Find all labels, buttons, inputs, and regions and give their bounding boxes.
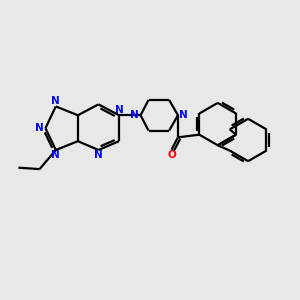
Text: N: N xyxy=(94,150,103,160)
Text: O: O xyxy=(167,150,176,160)
Text: N: N xyxy=(35,123,44,133)
Text: N: N xyxy=(130,110,139,120)
Text: N: N xyxy=(179,110,188,120)
Text: N: N xyxy=(51,96,60,106)
Text: N: N xyxy=(51,150,60,160)
Text: N: N xyxy=(115,105,124,115)
